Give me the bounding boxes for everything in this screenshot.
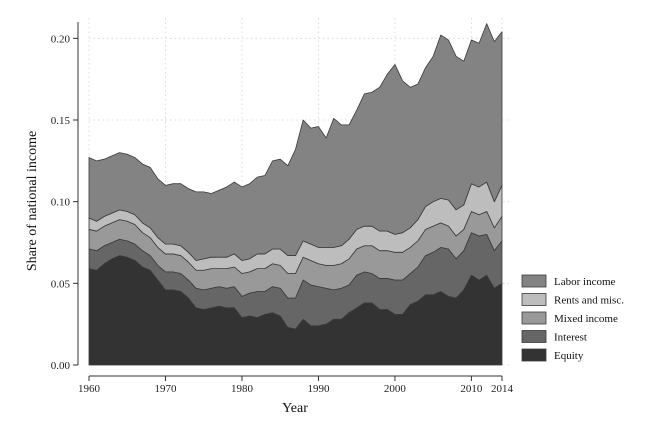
x-tick-label: 2014 [491,383,514,395]
area-series-labor-income [88,23,503,261]
legend-swatch-equity [521,348,547,362]
x-tick-label: 1960 [78,383,101,395]
legend-swatch-rents-and-misc [521,293,547,306]
y-tick-label: 0.00 [51,360,71,372]
legend-swatch-interest [521,330,547,343]
y-tick-label: 0.20 [51,33,71,45]
y-tick-label: 0.10 [51,197,71,209]
x-tick-label: 1980 [231,383,254,395]
y-tick-label: 0.15 [51,115,71,127]
area-layer [88,23,503,366]
legend-label-labor-income: Labor income [554,276,616,288]
legend-label-interest: Interest [554,332,587,344]
legend-swatch-mixed-income [521,311,547,325]
legend: Labor income Rents and misc. Mixed income I… [521,274,624,362]
x-axis-title: Year [282,401,308,416]
legend-label-mixed-income: Mixed income [554,313,618,325]
y-tick-label: 0.05 [51,278,71,290]
legend-label-rents-and-misc: Rents and misc. [554,295,624,307]
y-axis-title: Share of national income [25,131,40,271]
legend-swatch-labor-income [521,274,547,288]
x-tick-label: 2010 [460,383,483,395]
x-tick-label: 1970 [154,383,177,395]
legend-label-equity: Equity [554,350,584,362]
axis-layer: 0.00 0.05 0.10 0.15 0.20 1960 1970 1980 1990 2000… [51,22,514,395]
x-tick-label: 1990 [307,383,330,395]
x-tick-label: 2000 [384,383,407,395]
